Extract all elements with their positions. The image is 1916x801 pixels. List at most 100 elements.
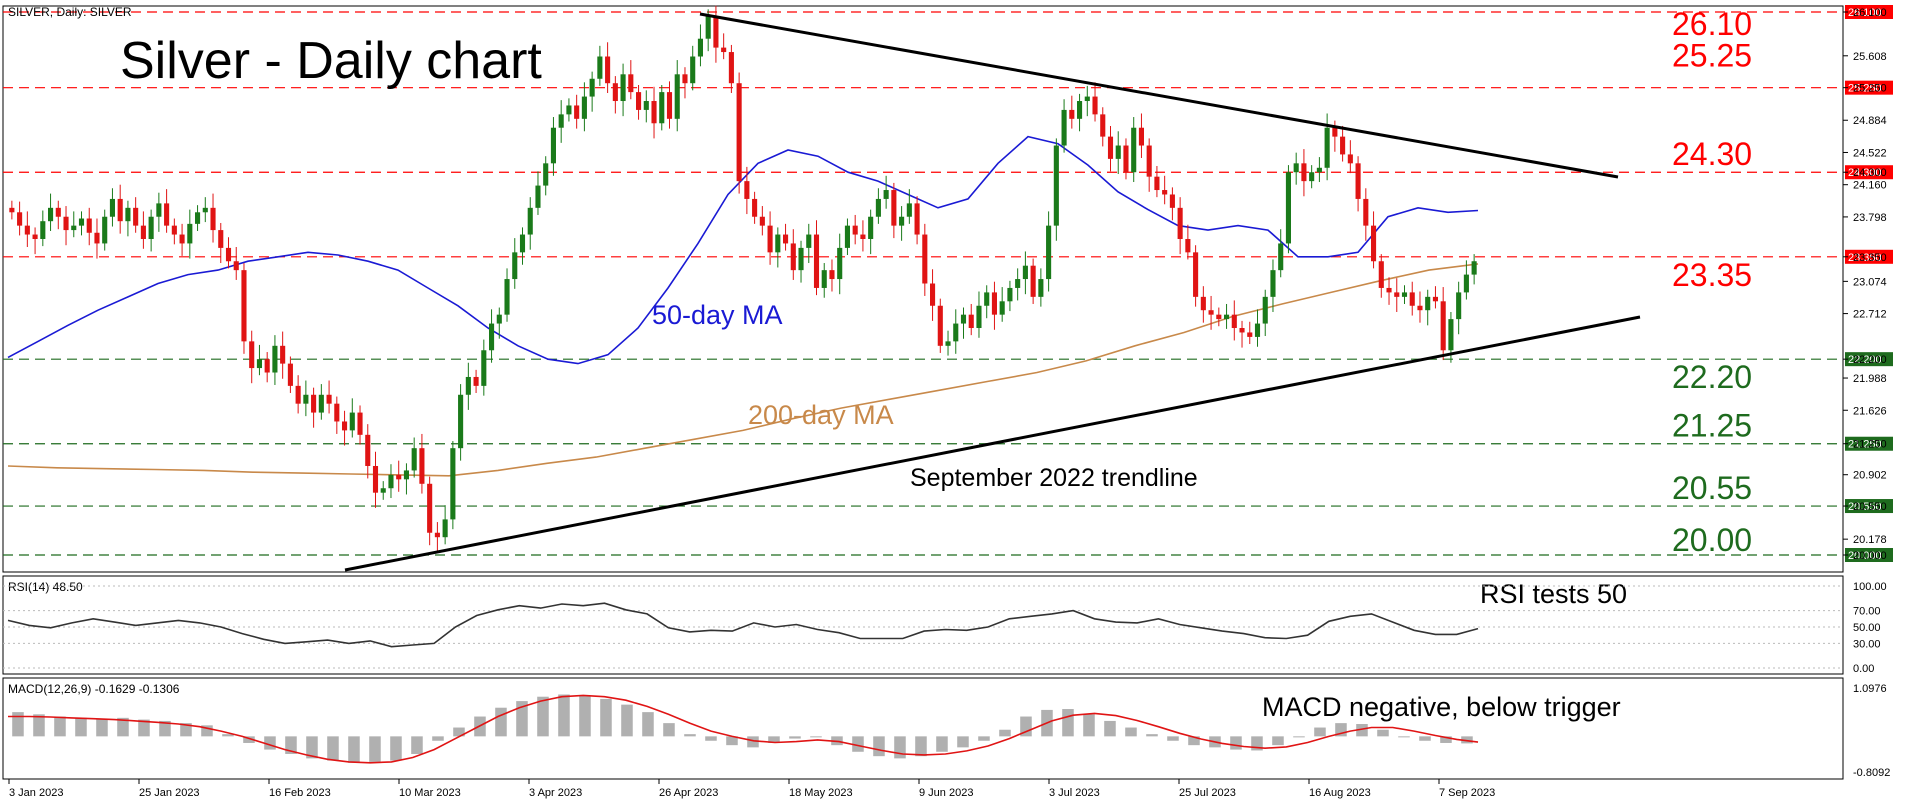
time-tick-label: 10 Mar 2023 <box>399 787 461 799</box>
candle-body <box>953 323 959 342</box>
candle-body <box>1216 314 1222 320</box>
macd-histogram-bar <box>390 736 402 761</box>
candle-body <box>458 394 464 449</box>
candle-body <box>721 47 727 53</box>
candle-body <box>1285 172 1292 244</box>
macd-histogram-bar <box>558 694 570 737</box>
candle-body <box>9 207 15 213</box>
macd-histogram-bar <box>768 736 780 743</box>
price-tick-label: 20.550 <box>1853 501 1887 513</box>
price-tick-label: 25.250 <box>1853 83 1887 95</box>
candle-body <box>906 203 912 217</box>
price-tick-label: 25.608 <box>1853 51 1887 63</box>
candle-body <box>612 83 618 102</box>
candle-body <box>140 225 146 239</box>
candle-body <box>543 163 549 186</box>
level-price-tag <box>1845 80 1893 95</box>
candle-body <box>1278 243 1284 271</box>
macd-histogram-bar <box>1020 716 1032 737</box>
macd-histogram-bar <box>915 736 927 757</box>
candle-body <box>550 127 557 164</box>
candle-body <box>558 114 564 128</box>
rsi-tick-label: 50.00 <box>1853 622 1881 634</box>
macd-histogram-bar <box>642 712 654 737</box>
level-price-tag-text: 25.250 <box>1848 83 1882 95</box>
macd-histogram-bar <box>1293 736 1305 738</box>
candle-body <box>1332 127 1338 137</box>
candle-body <box>40 221 46 239</box>
candle-body <box>519 234 526 253</box>
candle-body <box>852 225 858 235</box>
macd-histogram-bar <box>1461 736 1473 744</box>
candle-body <box>690 56 696 84</box>
candle-body <box>63 216 69 231</box>
candle-body <box>960 314 967 324</box>
candle-body <box>403 470 410 480</box>
ascending-trendline <box>344 315 1641 572</box>
macd-histogram-bar <box>621 704 633 737</box>
candle-body <box>1363 198 1369 226</box>
candle-body <box>341 421 348 431</box>
candle-body <box>813 234 820 288</box>
macd-histogram-bar <box>1356 724 1368 737</box>
macd-histogram-bar <box>495 707 507 737</box>
macd-histogram-bar <box>33 714 45 737</box>
macd-histogram-bar <box>873 736 885 757</box>
price-tick-label: 26.100 <box>1853 7 1887 19</box>
time-tick-label: 25 Jul 2023 <box>1179 787 1236 799</box>
candle-body <box>945 341 951 346</box>
macd-histogram-bar <box>117 717 129 737</box>
candle-body <box>1107 136 1114 159</box>
candle-body <box>1254 323 1261 337</box>
candle-body <box>102 216 108 244</box>
level-value-label: 23.35 <box>1672 257 1752 293</box>
candle-body <box>280 345 286 364</box>
candle-body <box>1123 145 1129 173</box>
candle-body <box>94 232 100 244</box>
candle-body <box>752 198 758 217</box>
candle-body <box>249 341 255 369</box>
candle-body <box>264 359 270 373</box>
macd-histogram-bar <box>747 736 759 748</box>
candle-body <box>597 56 603 79</box>
macd-histogram-bar <box>726 736 738 746</box>
candle-body <box>1409 292 1415 306</box>
ma200-label: 200-day MA <box>748 400 894 430</box>
rsi-tick-label: 0.00 <box>1853 663 1874 675</box>
macd-histogram-bar <box>852 736 864 752</box>
candle-body <box>1270 270 1276 297</box>
price-tick-label: 22.200 <box>1853 354 1887 366</box>
candle-body <box>991 292 998 315</box>
level-price-tag <box>1845 249 1893 264</box>
macd-histogram-bar <box>1167 736 1179 741</box>
candle-body <box>782 234 789 244</box>
macd-histogram-bar <box>957 736 969 748</box>
price-tick-label: 24.160 <box>1853 180 1887 192</box>
candle-body <box>767 225 773 253</box>
candle-body <box>1347 154 1353 164</box>
time-tick-label: 3 Jan 2023 <box>9 787 63 799</box>
candle-body <box>643 101 649 110</box>
price-tick-label: 24.522 <box>1853 147 1887 159</box>
macd-histogram-bar <box>222 734 234 737</box>
level-value-label: 21.25 <box>1672 408 1752 444</box>
candle-body <box>256 359 263 369</box>
macd-histogram-bar <box>516 701 528 737</box>
candle-body <box>1069 109 1075 119</box>
macd-tick-label: -0.8092 <box>1853 767 1890 779</box>
candle-body <box>194 212 201 224</box>
macd-histogram-bar <box>1104 720 1116 737</box>
macd-histogram-bar <box>1146 734 1158 737</box>
rsi-label: RSI(14) 48.50 <box>8 580 83 594</box>
candle-body <box>372 465 379 493</box>
candle-body <box>798 247 804 271</box>
symbol-label: SILVER, Daily: SILVER <box>8 5 132 19</box>
candle-body <box>164 203 170 226</box>
level-price-tag-text: 24.300 <box>1848 167 1882 179</box>
price-tick-label: 23.074 <box>1853 276 1887 288</box>
macd-histogram-bar <box>1377 729 1389 737</box>
price-tick-label: 23.350 <box>1853 252 1887 264</box>
candle-body <box>844 225 851 248</box>
